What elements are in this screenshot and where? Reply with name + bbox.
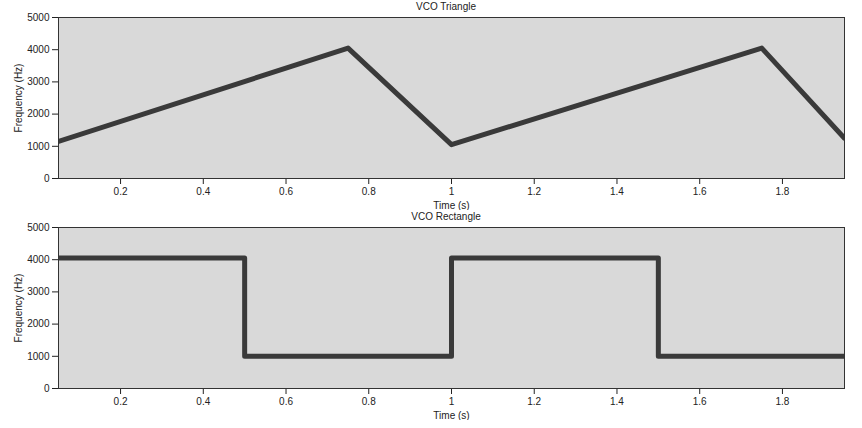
html-text:VCO Triangle: VCO Triangle xyxy=(416,1,476,12)
svg-text:4000: 4000 xyxy=(27,44,50,55)
svg-text:Time (s): Time (s) xyxy=(433,200,469,211)
svg-text:1.4: 1.4 xyxy=(610,186,624,197)
svg-text:2000: 2000 xyxy=(27,108,50,119)
svg-text:0.6: 0.6 xyxy=(279,186,293,197)
svg-text:1.6: 1.6 xyxy=(693,186,707,197)
svg-text:0.4: 0.4 xyxy=(196,396,210,407)
html-text:VCO Rectangle: VCO Rectangle xyxy=(411,211,481,222)
svg-text:1.4: 1.4 xyxy=(610,396,624,407)
svg-text:1.6: 1.6 xyxy=(693,396,707,407)
svg-text:0: 0 xyxy=(44,173,50,184)
svg-text:0.8: 0.8 xyxy=(362,396,376,407)
svg-text:Frequency (Hz): Frequency (Hz) xyxy=(13,64,24,133)
svg-text:0.2: 0.2 xyxy=(114,186,128,197)
svg-text:0.6: 0.6 xyxy=(279,396,293,407)
svg-text:0.4: 0.4 xyxy=(196,186,210,197)
svg-text:1.8: 1.8 xyxy=(775,396,789,407)
svg-text:3000: 3000 xyxy=(27,76,50,87)
svg-text:2000: 2000 xyxy=(27,318,50,329)
svg-text:1000: 1000 xyxy=(27,351,50,362)
svg-text:1.2: 1.2 xyxy=(527,186,541,197)
svg-text:1: 1 xyxy=(449,396,455,407)
svg-text:5000: 5000 xyxy=(27,13,50,23)
svg-text:0.8: 0.8 xyxy=(362,186,376,197)
svg-text:1: 1 xyxy=(449,186,455,197)
svg-text:1.8: 1.8 xyxy=(775,186,789,197)
svg-text:0.2: 0.2 xyxy=(114,396,128,407)
svg-text:1.2: 1.2 xyxy=(527,396,541,407)
svg-text:Frequency (Hz): Frequency (Hz) xyxy=(13,274,24,343)
svg-text:1000: 1000 xyxy=(27,141,50,152)
svg-text:0: 0 xyxy=(44,383,50,394)
svg-text:Time (s): Time (s) xyxy=(433,410,469,421)
svg-text:4000: 4000 xyxy=(27,254,50,265)
svg-text:3000: 3000 xyxy=(27,286,50,297)
svg-text:5000: 5000 xyxy=(27,223,50,233)
